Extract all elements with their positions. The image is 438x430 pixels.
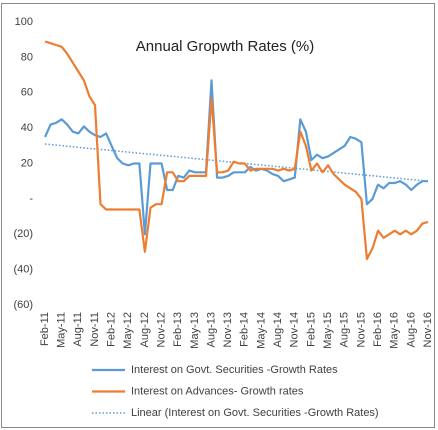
x-tick-label: Feb-13 (172, 312, 184, 347)
x-tick-label: May-11 (56, 312, 68, 348)
y-tick-label: 100 (15, 16, 33, 28)
x-tick-label: Feb-12 (106, 312, 118, 347)
trend-line (44, 143, 429, 182)
series-line (43, 79, 428, 236)
x-tick-label: Nov-15 (355, 312, 367, 347)
x-tick-label: Nov-11 (89, 312, 101, 347)
x-tick-label: Nov-16 (422, 312, 434, 347)
legend-label: Interest on Advances- Growth rates (131, 385, 304, 397)
x-tick-label: Nov-13 (222, 312, 234, 347)
y-tick-label: 40 (21, 122, 33, 134)
legend-label: Interest on Govt. Securities -Growth Rat… (131, 364, 338, 376)
x-tick-label: Aug-13 (205, 312, 217, 347)
x-tick-label: Feb-11 (39, 312, 51, 346)
legend-label: Linear (Interest on Govt. Securities -Gr… (131, 407, 379, 419)
y-tick-label: (40) (13, 264, 33, 276)
x-tick-label: May-12 (122, 312, 134, 349)
x-tick-label: May-15 (322, 312, 334, 349)
y-tick-label: 80 (21, 51, 33, 63)
y-tick-label: (60) (13, 299, 33, 311)
chart-title: Annual Gropwth Rates (%) (136, 38, 314, 55)
y-tick-label: 60 (21, 87, 33, 99)
x-tick-label: Aug-12 (139, 312, 151, 347)
x-tick-label: Nov-12 (155, 312, 167, 347)
frame (1, 3, 435, 428)
y-tick-label: - (29, 193, 33, 205)
x-tick-label: Feb-14 (239, 312, 251, 347)
x-tick-label: Feb-16 (372, 312, 384, 347)
x-tick-label: Aug-14 (272, 312, 284, 347)
y-tick-label: (20) (13, 228, 33, 240)
x-tick-label: Feb-15 (305, 312, 317, 347)
x-tick-label: Nov-14 (289, 312, 301, 347)
series-line (44, 40, 429, 261)
y-tick-label: 20 (21, 157, 33, 169)
x-tick-label: Aug-16 (405, 312, 417, 347)
x-tick-label: Aug-11 (72, 312, 84, 347)
x-tick-label: May-13 (189, 312, 201, 349)
x-tick-label: May-16 (389, 312, 401, 349)
x-tick-label: May-14 (255, 312, 267, 349)
x-tick-label: Aug-15 (339, 312, 351, 347)
